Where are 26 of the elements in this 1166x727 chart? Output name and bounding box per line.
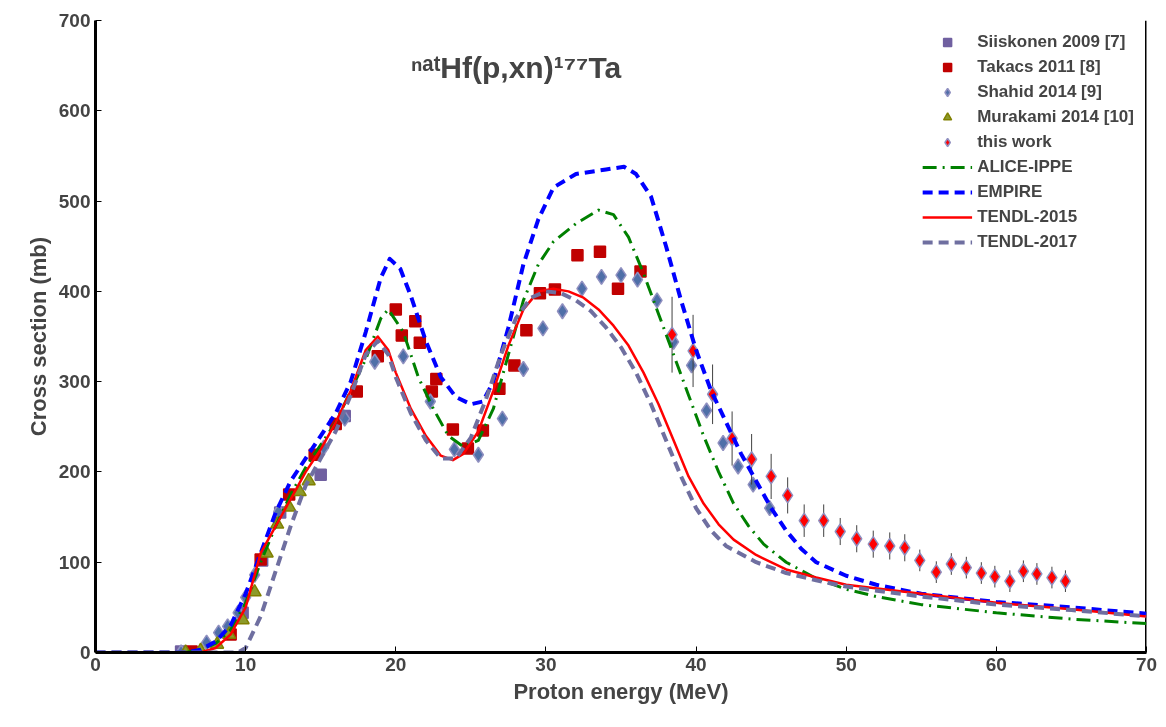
x-tick-label: 10 (235, 653, 257, 675)
x-tick-label: 60 (985, 653, 1007, 675)
y-tick-label: 600 (58, 100, 91, 122)
y-tick-label: 300 (58, 371, 91, 393)
y-axis-title: Cross section (mb) (25, 236, 51, 437)
x-tick-label: 50 (835, 653, 857, 675)
x-axis-title: Proton energy (MeV) (513, 678, 729, 704)
legend-label: this work (977, 132, 1052, 152)
legend-label: ALICE-IPPE (977, 157, 1073, 177)
legend-label: TENDL-2017 (977, 232, 1078, 252)
x-tick-label: 40 (685, 653, 707, 675)
y-tick-label: 500 (58, 190, 91, 212)
y-tick-label: 700 (58, 10, 91, 31)
x-tick-label: 20 (385, 653, 407, 675)
legend-label: EMPIRE (977, 182, 1043, 202)
legend-label: Takacs 2011 [8] (977, 57, 1101, 77)
text: ⁿᵃᵗHf(p,xn)¹⁷⁷Ta (410, 50, 622, 84)
y-tick-label: 200 (58, 461, 91, 483)
y-tick-label: 100 (58, 551, 91, 573)
legend-label: Siiskonen 2009 [7] (977, 32, 1126, 52)
y-tick-label: 400 (58, 280, 91, 302)
legend-label: Shahid 2014 [9] (977, 82, 1102, 102)
legend-label: Murakami 2014 [10] (977, 107, 1134, 127)
x-tick-label: 70 (1135, 653, 1158, 675)
legend-label: TENDL-2015 (977, 207, 1078, 227)
x-tick-label: 30 (535, 653, 557, 675)
